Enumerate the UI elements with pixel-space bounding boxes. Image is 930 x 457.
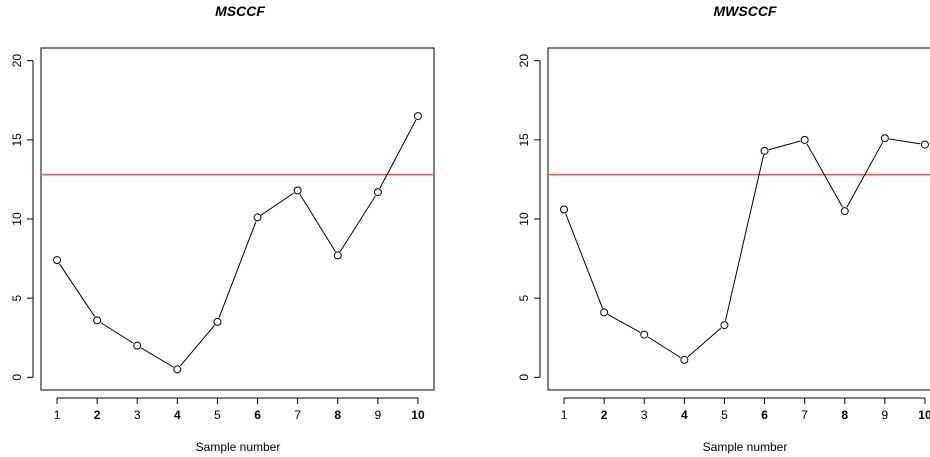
x-tick-label-msccf: 8 [334, 408, 341, 422]
y-tick-label-msccf: 0 [10, 374, 24, 381]
series-segment-mwsccf [846, 141, 884, 208]
x-tick-label-mwsccf: 8 [841, 408, 848, 422]
x-tick-label-mwsccf: 4 [681, 408, 688, 422]
chart-title-mwsccf: MWSCCF [714, 3, 777, 19]
y-tick-label-mwsccf: 15 [517, 133, 531, 147]
x-tick-label-msccf: 6 [254, 408, 261, 422]
series-segment-msccf [379, 119, 417, 189]
x-tick-label-msccf: 3 [134, 408, 141, 422]
x-tick-label-mwsccf: 3 [641, 408, 648, 422]
data-point-mwsccf [640, 330, 649, 339]
series-segment-msccf [140, 347, 174, 368]
y-tick-label-mwsccf: 0 [517, 374, 531, 381]
x-tick-label-mwsccf: 1 [561, 408, 568, 422]
x-tick-label-msccf: 5 [214, 408, 221, 422]
plot-frame-mwsccf [547, 47, 930, 391]
x-tick-label-msccf: 7 [294, 408, 301, 422]
series-segment-mwsccf [768, 140, 801, 151]
y-tick-label-msccf: 20 [10, 54, 24, 68]
x-axis-label-msccf: Sample number [196, 440, 281, 454]
y-tick-label-mwsccf: 5 [517, 295, 531, 302]
data-point-msccf [93, 316, 102, 325]
data-point-msccf [293, 186, 302, 195]
data-point-mwsccf [720, 321, 729, 330]
data-point-msccf [213, 317, 222, 326]
series-segment-mwsccf [724, 155, 765, 321]
panel-msccf: MSCCF 0 5 10 15 20 1 2 3 4 5 6 7 8 9 10 Sample number [10, 3, 435, 454]
x-tick-label-mwsccf: 5 [721, 408, 728, 422]
data-point-mwsccf [800, 135, 809, 144]
series-segment-mwsccf [806, 143, 843, 208]
x-tick-label-msccf: 2 [94, 408, 101, 422]
data-point-msccf [253, 213, 262, 222]
x-tick-label-mwsccf: 9 [882, 408, 889, 422]
data-point-mwsccf [680, 355, 689, 364]
data-point-mwsccf [920, 140, 929, 149]
series-segment-msccf [299, 194, 336, 252]
chart-title-msccf: MSCCF [215, 3, 265, 19]
data-point-mwsccf [880, 134, 889, 143]
data-point-mwsccf [760, 146, 769, 155]
series-segment-mwsccf [687, 327, 722, 358]
x-axis-label-mwsccf: Sample number [703, 440, 788, 454]
x-tick-label-msccf: 4 [174, 408, 181, 422]
series-segment-msccf [339, 195, 376, 252]
y-tick-label-msccf: 15 [10, 133, 24, 147]
x-tick-label-mwsccf: 7 [801, 408, 808, 422]
data-point-mwsccf [600, 308, 609, 317]
plot-frame-msccf [40, 47, 435, 391]
series-segment-msccf [261, 192, 295, 216]
series-segment-msccf [100, 322, 134, 344]
data-point-msccf [373, 188, 382, 197]
y-tick-label-msccf: 10 [10, 212, 24, 226]
series-segment-mwsccf [889, 138, 921, 145]
series-segment-msccf [218, 221, 257, 318]
series-segment-mwsccf [607, 314, 641, 333]
x-tick-label-msccf: 1 [54, 408, 61, 422]
data-point-msccf [413, 112, 422, 121]
y-tick-label-mwsccf: 10 [517, 212, 531, 226]
series-segment-mwsccf [647, 336, 681, 358]
data-point-msccf [53, 256, 62, 265]
x-tick-label-mwsccf: 10 [918, 408, 930, 422]
series-segment-msccf [59, 263, 96, 317]
series-segment-mwsccf [565, 213, 603, 309]
x-tick-label-mwsccf: 2 [601, 408, 608, 422]
data-point-mwsccf [840, 207, 849, 216]
y-tick-label-msccf: 5 [10, 295, 24, 302]
data-point-msccf [173, 365, 182, 374]
series-segment-msccf [179, 325, 215, 367]
y-tick-label-mwsccf: 20 [517, 54, 531, 68]
panel-mwsccf: MWSCCF 0 5 10 15 20 1 2 3 4 5 6 7 8 9 10 Sample numbe… [517, 3, 930, 454]
data-point-msccf [133, 341, 142, 350]
data-point-mwsccf [560, 205, 569, 214]
x-tick-label-msccf: 9 [375, 408, 382, 422]
x-tick-label-mwsccf: 6 [761, 408, 768, 422]
data-point-msccf [333, 251, 342, 260]
x-tick-label-msccf: 10 [411, 408, 425, 422]
